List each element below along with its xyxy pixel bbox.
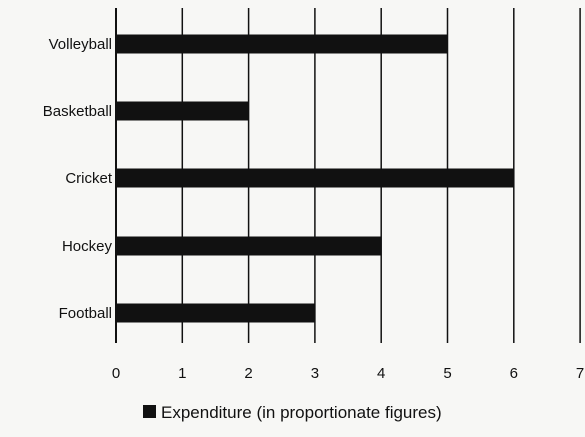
bars bbox=[116, 34, 514, 323]
x-tick-label: 7 bbox=[576, 365, 584, 382]
bar-volleyball bbox=[116, 34, 448, 54]
x-tick-label: 1 bbox=[178, 365, 186, 382]
legend-label: Expenditure (in proportionate figures) bbox=[161, 403, 442, 422]
x-tick-label: 0 bbox=[112, 365, 120, 382]
category-label-basketball: Basketball bbox=[43, 103, 112, 120]
x-tick-label: 2 bbox=[244, 365, 252, 382]
category-label-football: Football bbox=[59, 305, 112, 322]
legend-swatch bbox=[143, 405, 156, 418]
bar-hockey bbox=[116, 236, 382, 256]
x-axis-tick-labels: 0 1 2 3 4 5 6 7 bbox=[112, 365, 584, 382]
x-tick-label: 6 bbox=[510, 365, 518, 382]
legend: Expenditure (in proportionate figures) bbox=[143, 403, 442, 422]
category-label-volleyball: Volleyball bbox=[49, 36, 112, 53]
x-tick-label: 4 bbox=[377, 365, 385, 382]
category-labels: Volleyball Basketball Cricket Hockey Footbal… bbox=[43, 36, 113, 322]
category-label-hockey: Hockey bbox=[62, 238, 113, 255]
bar-cricket bbox=[116, 168, 514, 188]
x-tick-label: 3 bbox=[311, 365, 319, 382]
x-tick-label: 5 bbox=[443, 365, 451, 382]
bar-basketball bbox=[116, 101, 249, 121]
category-label-cricket: Cricket bbox=[65, 170, 113, 187]
bar-football bbox=[116, 303, 315, 323]
